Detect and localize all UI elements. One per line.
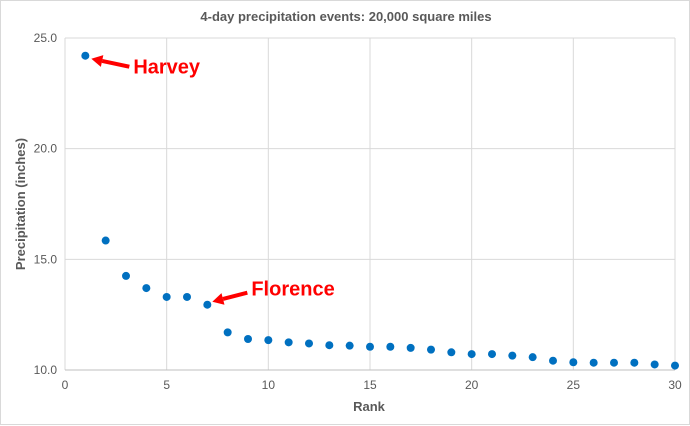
x-tick-label: 10: [262, 378, 276, 392]
chart-title: 4-day precipitation events: 20,000 squar…: [200, 9, 491, 24]
y-tick-label: 25.0: [34, 31, 58, 45]
data-point: [244, 335, 252, 344]
y-axis-title: Precipitation (inches): [13, 138, 28, 270]
annotations: Harvey Florence: [91, 55, 335, 305]
x-tick-label: 15: [363, 378, 377, 392]
annotation-arrow-head: [91, 55, 104, 67]
gridlines: [64, 37, 676, 371]
x-tick-label: 20: [465, 378, 479, 392]
data-point: [528, 353, 537, 362]
data-point: [650, 360, 659, 369]
data-point: [589, 358, 598, 367]
x-tick-label: 5: [163, 378, 170, 392]
x-axis-title: Rank: [353, 399, 386, 414]
data-point: [203, 300, 212, 309]
data-point: [142, 284, 151, 293]
data-point: [610, 358, 618, 367]
data-point: [549, 356, 557, 365]
data-point: [406, 343, 415, 352]
data-point: [345, 341, 354, 350]
data-point: [488, 350, 496, 359]
y-tick-label: 20.0: [34, 142, 58, 156]
data-point: [630, 358, 639, 367]
data-point: [162, 292, 171, 301]
data-point: [325, 341, 334, 350]
data-point: [305, 339, 313, 348]
x-tick-label: 0: [62, 378, 69, 392]
annotation-arrow-shaft: [101, 59, 130, 69]
data-points: [81, 51, 679, 370]
x-tick-label: 30: [668, 378, 682, 392]
data-point: [81, 51, 90, 60]
tick-labels: 0 5 10 15 20 25 30 10.0 15.0 20.0 25.0: [34, 31, 682, 392]
data-point: [569, 358, 578, 367]
annotation-label: Florence: [251, 279, 334, 301]
y-tick-label: 15.0: [34, 252, 58, 266]
data-point: [122, 271, 130, 280]
data-point: [467, 350, 476, 359]
data-point: [264, 336, 273, 345]
data-point: [386, 342, 395, 351]
data-point: [447, 348, 456, 357]
data-point: [284, 338, 293, 347]
data-point: [366, 342, 374, 351]
x-tick-label: 25: [567, 378, 581, 392]
annotation-arrow-shaft: [222, 290, 248, 301]
data-point: [508, 351, 517, 360]
data-point: [101, 236, 110, 245]
y-tick-label: 10.0: [34, 363, 58, 377]
data-point: [671, 361, 679, 370]
data-point: [223, 328, 232, 337]
annotation-label: Harvey: [133, 57, 201, 79]
data-point: [183, 292, 191, 301]
annotation-arrow-head: [212, 293, 225, 305]
data-point: [427, 345, 435, 354]
